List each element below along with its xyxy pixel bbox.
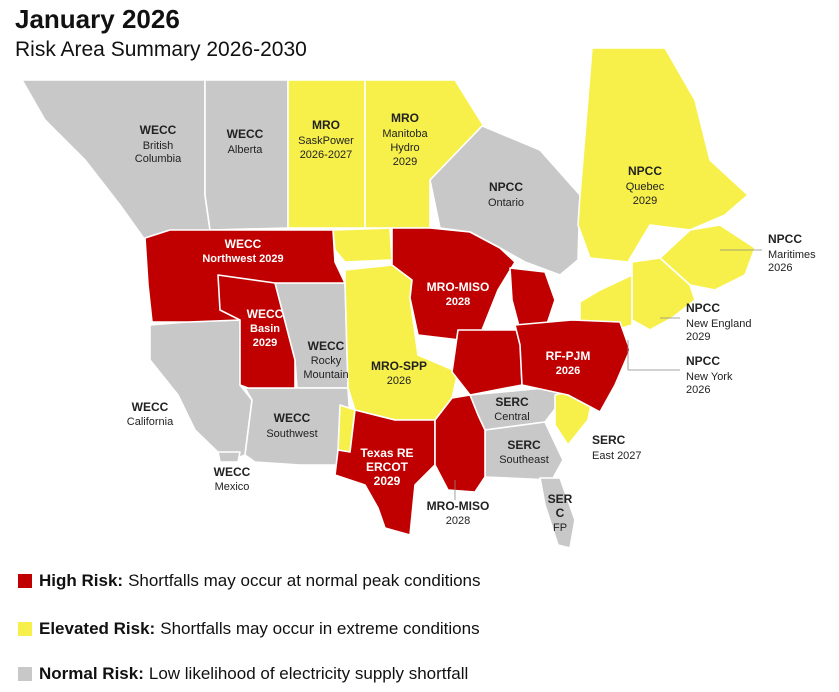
- label-newengland-l1: New England: [686, 318, 751, 330]
- label-rocky-name: WECC: [308, 339, 345, 353]
- region-miso-michigan[interactable]: [509, 267, 556, 331]
- label-newengland-name: NPCC: [686, 301, 720, 315]
- label-bc-name: WECC: [140, 123, 177, 137]
- page-title: January 2026: [15, 4, 180, 34]
- region-newengland[interactable]: [631, 257, 696, 331]
- label-serc-fp-l1: C: [556, 506, 565, 520]
- label-serc-central-name: SERC: [495, 395, 529, 409]
- legend-label-normal: Normal Risk:: [39, 664, 144, 683]
- region-mexico[interactable]: [217, 451, 241, 463]
- legend-swatch-elevated: [18, 622, 32, 636]
- label-quebec-name: NPCC: [628, 164, 662, 178]
- label-manitoba-l2: Hydro: [390, 142, 419, 154]
- label-newyork-l2: 2026: [686, 384, 710, 396]
- label-northwest-l1: Northwest 2029: [202, 253, 283, 265]
- region-southwest[interactable]: [244, 387, 351, 466]
- legend-desc-elevated: Shortfalls may occur in extreme conditio…: [160, 619, 480, 638]
- label-serc-southeast-l1: Southeast: [499, 454, 549, 466]
- label-newengland-l2: 2029: [686, 331, 710, 343]
- legend-swatch-normal: [18, 667, 32, 681]
- region-manitoba[interactable]: [364, 79, 484, 229]
- region-maritimes[interactable]: [659, 224, 756, 291]
- label-serc-central-l1: Central: [494, 411, 529, 423]
- label-northwest-name: WECC: [225, 237, 262, 251]
- label-alberta-l1: Alberta: [228, 144, 264, 156]
- label-california-name: WECC: [132, 400, 169, 414]
- label-california-l1: California: [127, 416, 174, 428]
- label-maritimes-l1: Maritimes: [768, 249, 816, 261]
- label-maritimes-name: NPCC: [768, 232, 802, 246]
- label-rocky-l1: Rocky: [311, 355, 342, 367]
- label-newyork-l1: New York: [686, 371, 733, 383]
- leader-lines: [454, 249, 762, 500]
- label-sask-l1: SaskPower: [298, 135, 354, 147]
- legend-swatch-high: [18, 574, 32, 588]
- legend-item-elevated: Elevated Risk: Shortfalls may occur in e…: [18, 619, 480, 639]
- label-southwest-name: WECC: [274, 411, 311, 425]
- label-southwest-l1: Southwest: [266, 428, 317, 440]
- label-sask-l2: 2026-2027: [300, 149, 353, 161]
- label-mexico-l1: Mexico: [215, 481, 250, 493]
- label-ontario-name: NPCC: [489, 180, 523, 194]
- legend-item-high: High Risk: Shortfalls may occur at norma…: [18, 571, 481, 591]
- region-spp-upper[interactable]: [332, 227, 393, 263]
- label-quebec-l2: 2029: [633, 195, 657, 207]
- label-miso-north-name: MRO-MISO: [427, 280, 490, 294]
- legend-desc-high: Shortfalls may occur at normal peak cond…: [128, 571, 481, 590]
- region-serc-fp[interactable]: [539, 477, 576, 549]
- label-serc-east-l1: East 2027: [592, 450, 642, 462]
- label-sask-name: MRO: [312, 118, 340, 132]
- label-ontario-l1: Ontario: [488, 197, 524, 209]
- label-manitoba-name: MRO: [391, 111, 419, 125]
- legend-label-elevated: Elevated Risk:: [39, 619, 156, 638]
- region-california[interactable]: [149, 319, 253, 463]
- page-subtitle: Risk Area Summary 2026-2030: [15, 38, 307, 61]
- label-ercot-l2: 2029: [374, 474, 401, 488]
- label-basin-name: WECC: [247, 307, 284, 321]
- label-manitoba-l1: Manitoba: [382, 128, 428, 140]
- label-serc-east-name: SERC: [592, 433, 626, 447]
- label-spp-name: MRO-SPP: [371, 359, 427, 373]
- region-pjm[interactable]: [514, 319, 631, 413]
- label-spp-l1: 2026: [387, 375, 411, 387]
- label-miso-north-l1: 2028: [446, 296, 470, 308]
- label-bc-l2: Columbia: [135, 153, 182, 165]
- label-newyork-name: NPCC: [686, 354, 720, 368]
- label-rocky-l2: Mountain: [303, 369, 348, 381]
- label-pjm-name: RF-PJM: [546, 349, 591, 363]
- legend-label-high: High Risk:: [39, 571, 124, 590]
- label-miso-south-l1: 2028: [446, 515, 470, 527]
- label-serc-fp-name: SER: [548, 492, 573, 506]
- label-ercot-name: Texas RE: [360, 446, 413, 460]
- region-miso-south[interactable]: [434, 394, 486, 493]
- region-miso-mid[interactable]: [451, 329, 523, 396]
- region-labels: WECC British Columbia WECC Alberta MRO S…: [127, 111, 816, 534]
- label-maritimes-l2: 2026: [768, 262, 792, 274]
- label-basin-l2: 2029: [253, 337, 277, 349]
- region-alberta[interactable]: [204, 79, 289, 231]
- label-quebec-l1: Quebec: [626, 181, 665, 193]
- region-bc[interactable]: [21, 79, 211, 241]
- label-alberta-name: WECC: [227, 127, 264, 141]
- label-miso-south-name: MRO-MISO: [427, 499, 490, 513]
- legend-item-normal: Normal Risk: Low likelihood of electrici…: [18, 664, 468, 684]
- label-ercot-l1: ERCOT: [366, 460, 409, 474]
- label-serc-southeast-name: SERC: [507, 438, 541, 452]
- legend-desc-normal: Low likelihood of electricity supply sho…: [148, 664, 469, 683]
- label-mexico-name: WECC: [214, 465, 251, 479]
- label-pjm-l1: 2026: [556, 365, 580, 377]
- region-basin[interactable]: [217, 274, 296, 389]
- label-basin-l1: Basin: [250, 323, 280, 335]
- label-manitoba-l3: 2029: [393, 156, 417, 168]
- label-bc-l1: British: [143, 140, 174, 152]
- label-serc-fp-l2: FP: [553, 522, 567, 534]
